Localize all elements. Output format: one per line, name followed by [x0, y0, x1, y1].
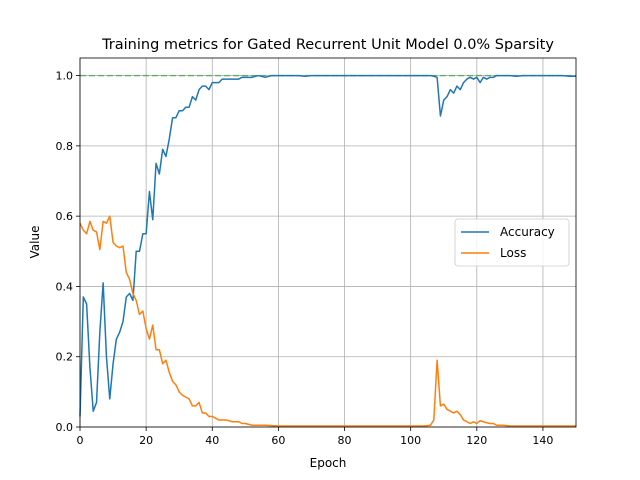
y-tick-label: 1.0: [56, 70, 74, 83]
legend-box: [454, 218, 570, 267]
x-axis-label: Epoch: [310, 456, 347, 470]
plot-area: 0 20 40 60 80 100 120 140 0.0 0.2 0.4 0.6 0.8 1.0: [56, 57, 577, 447]
y-axis-label: Value: [28, 226, 42, 259]
x-tick-label: 100: [400, 434, 421, 447]
series-line-loss: [79, 215, 576, 427]
legend: Accuracy Loss: [454, 218, 570, 267]
chart-title: Training metrics for Gated Recurrent Uni…: [101, 37, 554, 53]
y-tick-label: 0.6: [56, 210, 74, 223]
y-tick-label: 0.8: [56, 140, 74, 153]
x-tick-label: 40: [205, 434, 219, 447]
x-tick-label: 60: [271, 434, 285, 447]
x-tick-label: 20: [139, 434, 153, 447]
x-tick-label: 80: [338, 434, 352, 447]
legend-label-loss: Loss: [500, 246, 526, 260]
y-tick-label: 0.0: [56, 421, 74, 434]
axes-frame: [79, 57, 577, 428]
y-tick-label: 0.2: [56, 351, 74, 364]
y-tick-label: 0.4: [56, 280, 74, 293]
x-tick-label: 0: [77, 434, 84, 447]
series-line-accuracy: [79, 74, 576, 417]
x-tick-label: 140: [532, 434, 553, 447]
x-tick-label: 120: [466, 434, 487, 447]
legend-label-accuracy: Accuracy: [500, 225, 555, 239]
